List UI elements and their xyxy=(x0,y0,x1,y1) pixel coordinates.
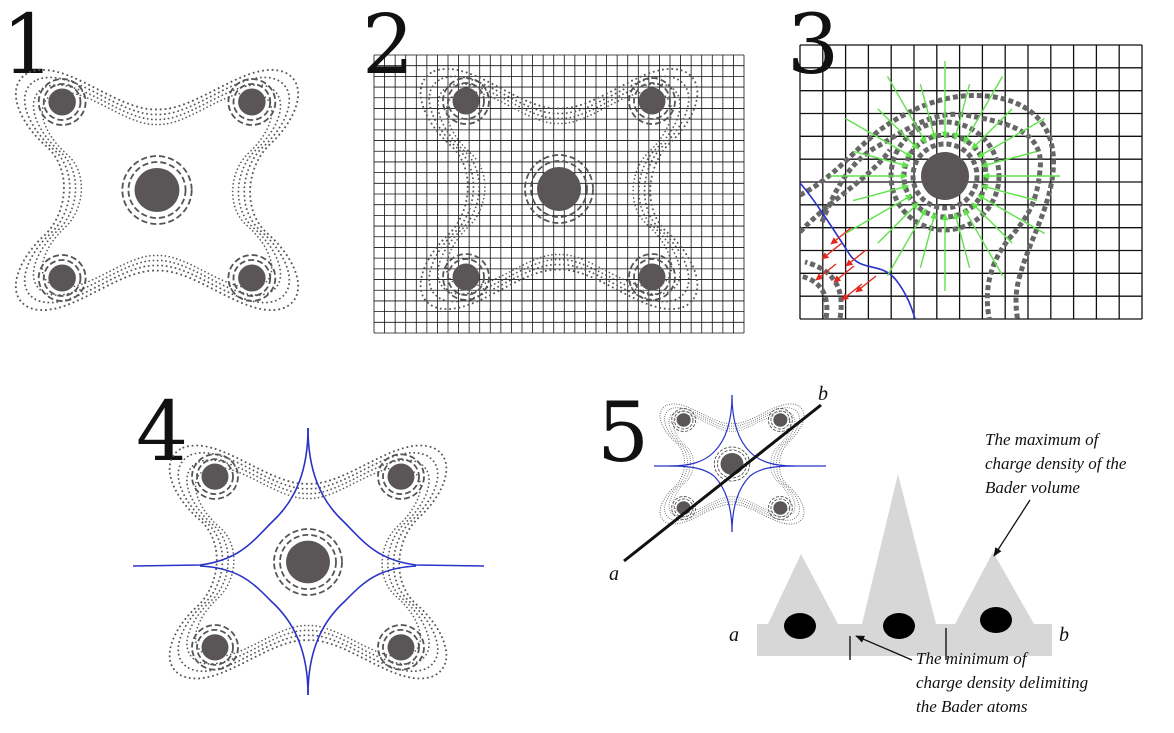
panel-3: 3 xyxy=(787,0,1143,320)
gradient-arrow-green xyxy=(953,212,971,268)
density-profile-fill xyxy=(757,474,1052,656)
minimum-text-line-2: charge density delimiting xyxy=(916,673,1088,692)
bader-atom-1 xyxy=(784,613,816,639)
line-label-b: b xyxy=(818,383,828,405)
density-profile: a b xyxy=(729,474,1069,660)
bader-atom-3 xyxy=(980,607,1012,633)
panel-number-3: 3 xyxy=(787,0,839,93)
gradient-arrow-green xyxy=(977,194,1045,235)
gradient-arrow-red xyxy=(845,249,867,267)
gradient-arrow-red xyxy=(821,242,843,260)
minimum-text-line-1: The minimum of xyxy=(916,649,1029,668)
grid-2 xyxy=(373,54,745,334)
molecule-density-contours-1 xyxy=(16,70,298,310)
gradient-arrow-green xyxy=(981,184,1037,202)
gradient-arrow-green xyxy=(845,194,913,235)
panel-1: 1 xyxy=(2,0,298,310)
gradient-arrow-green xyxy=(853,150,909,168)
gradient-arrow-red xyxy=(841,283,863,301)
zoomed-density-region xyxy=(800,93,1056,319)
profile-label-b: b xyxy=(1059,624,1069,646)
gradient-arrow-green xyxy=(971,108,1013,150)
grid-3 xyxy=(799,44,1143,320)
panel-number-2: 2 xyxy=(362,0,414,93)
maximum-annotation: The maximum of charge density of the Bad… xyxy=(985,430,1127,557)
panel-number-5: 5 xyxy=(597,386,649,481)
gradient-arrow-green xyxy=(853,184,909,202)
maximum-text-line-3: Bader volume xyxy=(985,478,1080,497)
gradient-arrow-green xyxy=(963,76,1004,144)
gradient-arrow-green xyxy=(919,84,937,140)
gradient-arrow-green xyxy=(963,208,1004,276)
panel-number-1: 1 xyxy=(2,0,54,93)
bader-boundaries-4 xyxy=(132,427,485,696)
bader-boundaries-5 xyxy=(654,394,826,533)
molecule-density-contours-2 xyxy=(421,69,698,309)
panel-5: 5 a b a b The maximum of charge density … xyxy=(597,383,1127,716)
gradient-arrow-red xyxy=(855,275,877,293)
gradient-arrow-green xyxy=(977,117,1045,158)
gradient-arrow-green xyxy=(877,202,919,244)
minimum-annotation: The minimum of charge density delimiting… xyxy=(855,635,1088,716)
panel-4: 4 xyxy=(132,385,485,696)
gradient-arrows xyxy=(815,61,1060,301)
gradient-arrow-green xyxy=(845,117,913,158)
zero-flux-boundary xyxy=(800,182,916,319)
molecule-density-contours-4 xyxy=(170,445,447,678)
minimum-text-line-3: the Bader atoms xyxy=(916,697,1028,716)
gradient-arrow-red xyxy=(815,263,837,281)
panel-number-4: 4 xyxy=(136,385,188,480)
gradient-arrow-green xyxy=(919,212,937,268)
gradient-arrow-red xyxy=(833,265,855,283)
gradient-arrow-red xyxy=(830,227,852,245)
line-label-a: a xyxy=(609,563,619,585)
profile-label-a: a xyxy=(729,624,739,646)
gradient-arrow-green xyxy=(886,76,927,144)
molecule-density-contours-5 xyxy=(660,404,804,524)
gradient-arrow-green xyxy=(971,202,1013,244)
panel-2: 2 xyxy=(362,0,745,334)
central-atom xyxy=(921,152,969,200)
maximum-text-line-1: The maximum of xyxy=(985,430,1101,449)
bader-atom-2 xyxy=(883,613,915,639)
gradient-arrow-green xyxy=(953,84,971,140)
gradient-arrow-green xyxy=(877,108,919,150)
profile-line xyxy=(623,403,822,563)
gradient-arrow-green xyxy=(981,150,1037,168)
maximum-text-line-2: charge density of the xyxy=(985,454,1127,473)
gradient-arrow-green xyxy=(886,208,927,276)
minimum-arrow xyxy=(855,635,913,661)
maximum-arrow xyxy=(993,499,1031,557)
